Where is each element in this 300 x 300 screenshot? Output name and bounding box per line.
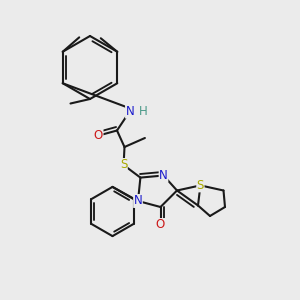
Text: S: S (120, 158, 127, 172)
Text: N: N (125, 105, 134, 118)
Text: N: N (134, 194, 142, 208)
Text: O: O (94, 129, 103, 142)
Text: S: S (197, 179, 204, 192)
Text: N: N (159, 169, 168, 182)
Text: O: O (156, 218, 165, 232)
Text: H: H (139, 105, 148, 118)
